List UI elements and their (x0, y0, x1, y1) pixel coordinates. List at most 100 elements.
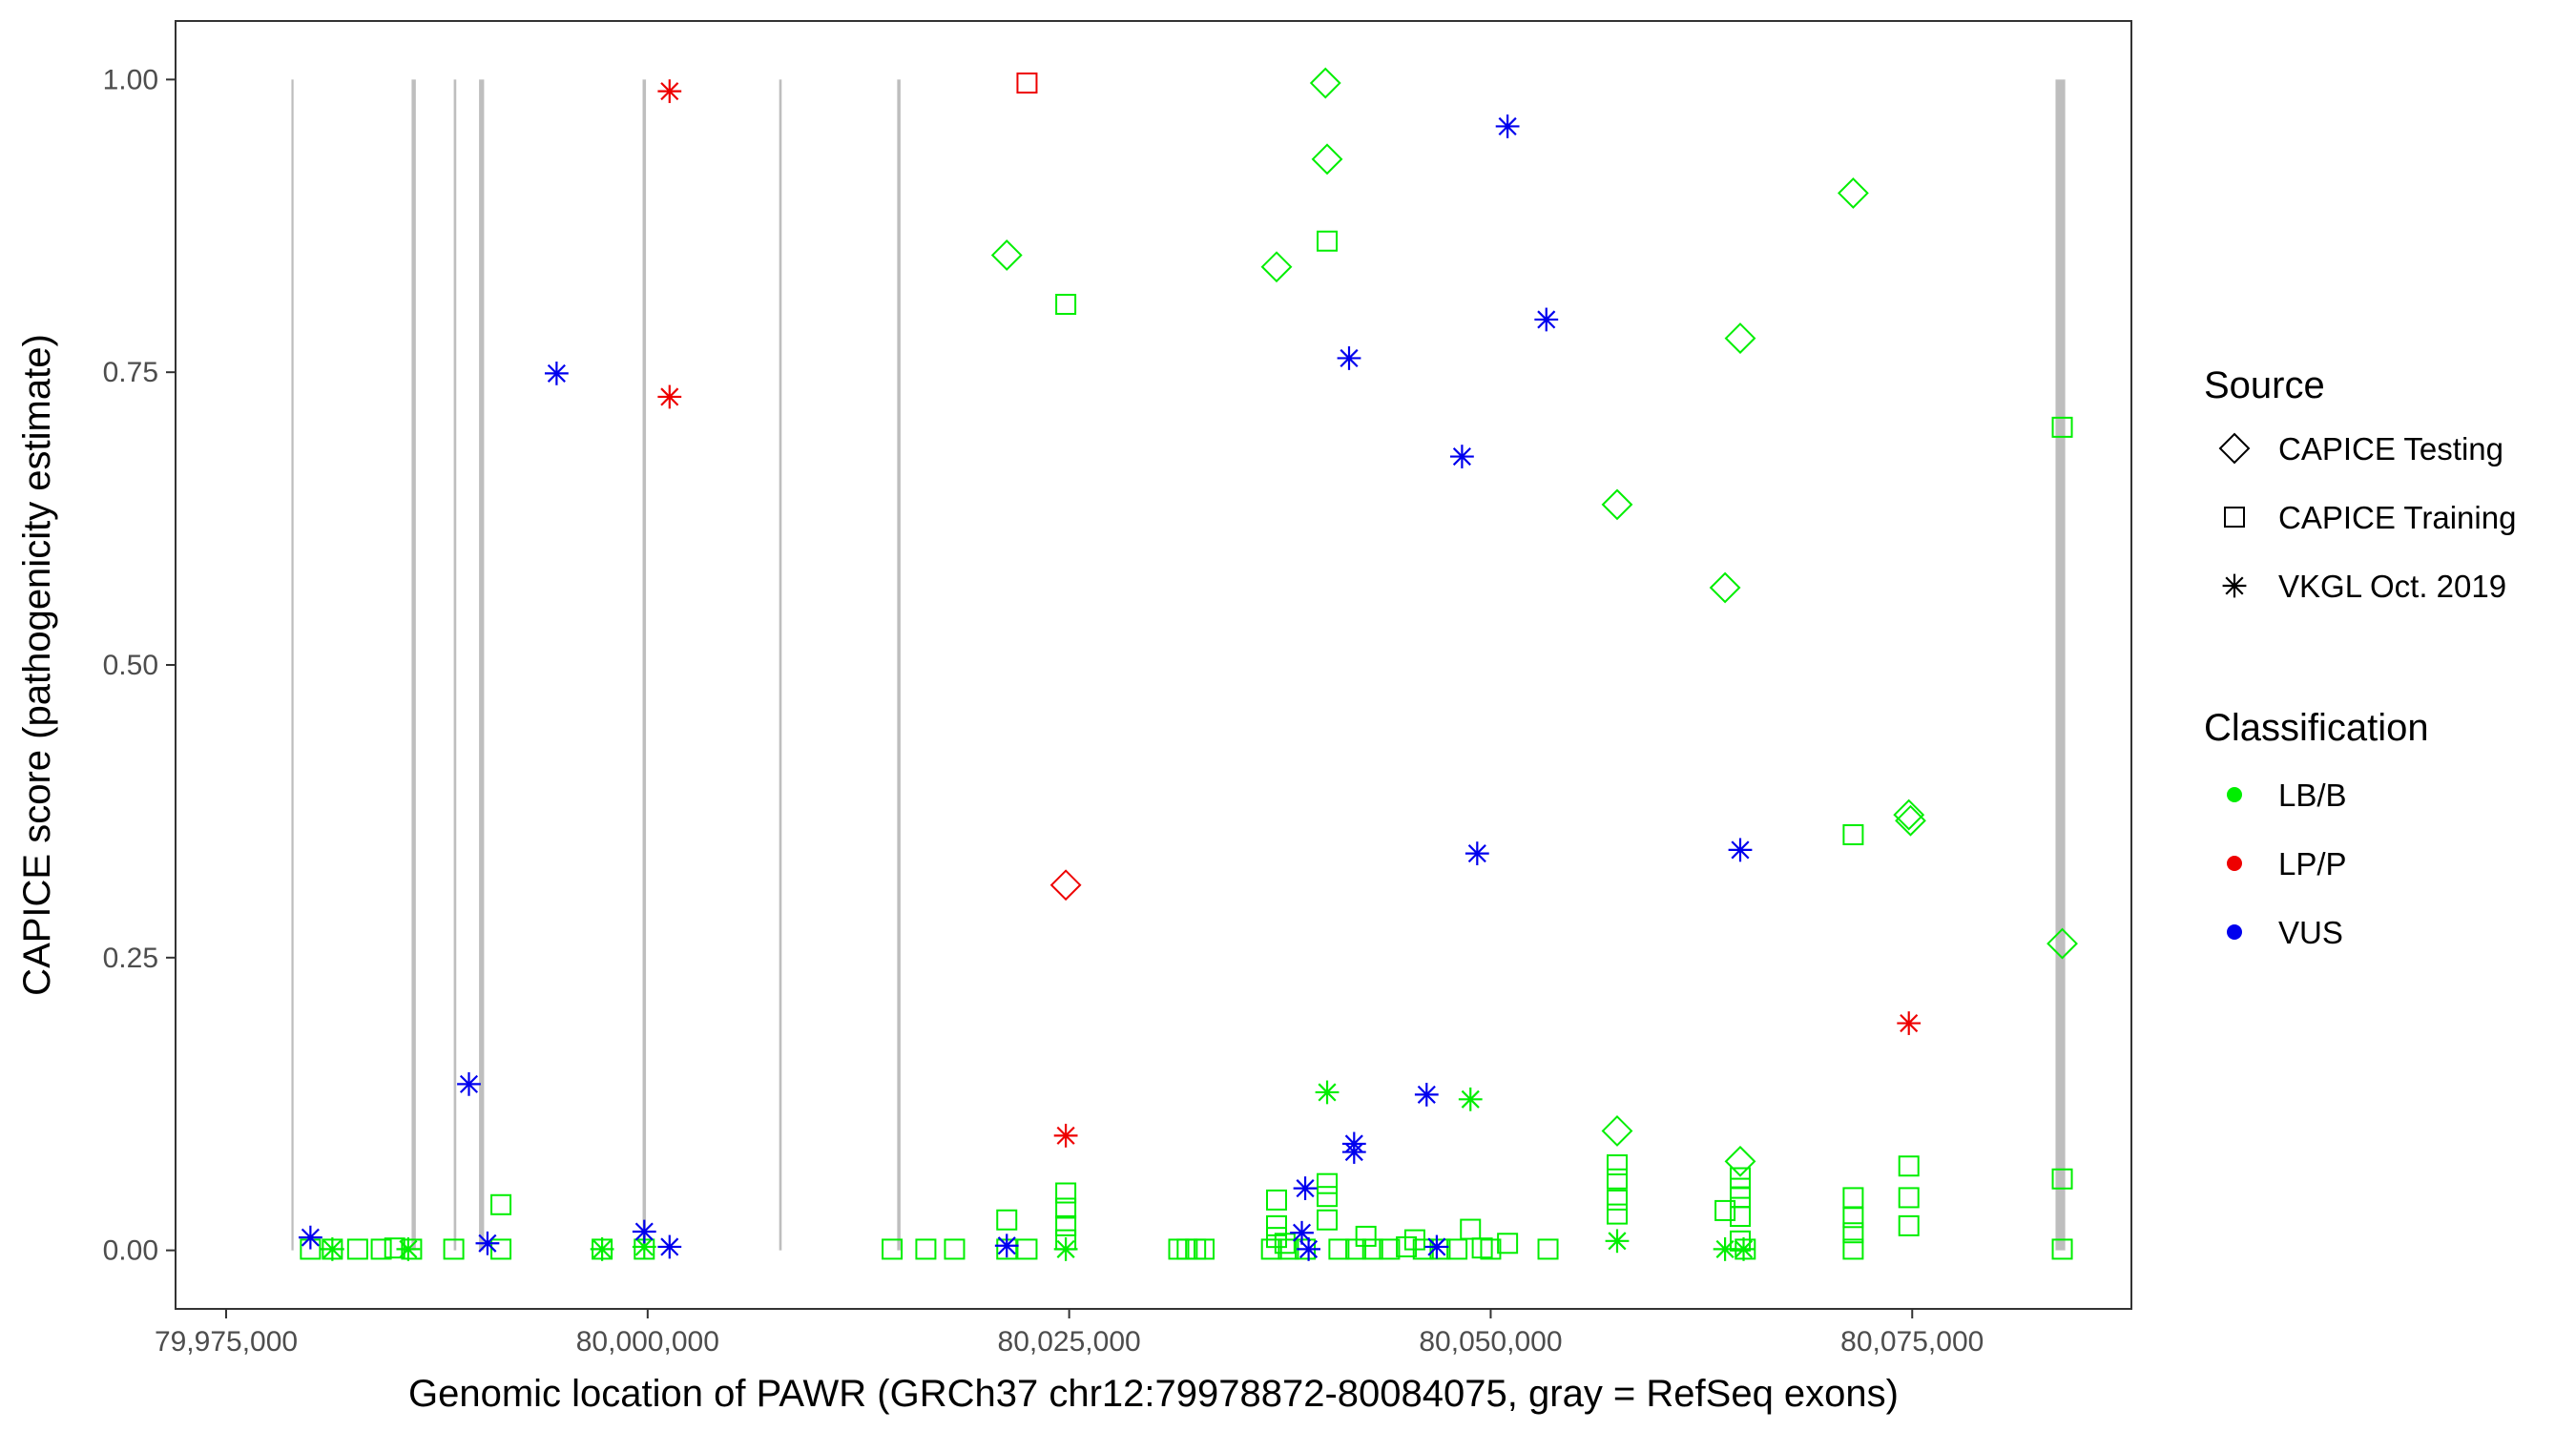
data-point-diamond (1837, 176, 1869, 209)
data-point-asterisk (1424, 1234, 1449, 1259)
data-point-square (1842, 1222, 1864, 1244)
data-point-square (370, 1238, 392, 1260)
y-tick-label: 0.50 (103, 650, 158, 681)
data-point-square (1055, 1214, 1077, 1236)
exon-band (291, 79, 294, 1251)
data-point-square (1606, 1189, 1628, 1211)
data-point-asterisk (544, 362, 569, 385)
data-point-square (1898, 1214, 1920, 1236)
data-point-square (1317, 1186, 1339, 1208)
data-point-square (1471, 1237, 1493, 1259)
data-point-square (1537, 1238, 1559, 1260)
data-point-square (1606, 1154, 1628, 1176)
data-point-square (1429, 1238, 1451, 1260)
data-point-square (1606, 1168, 1628, 1190)
data-point-asterisk (1414, 1083, 1439, 1107)
data-point-asterisk (657, 79, 682, 104)
legend-label: CAPICE Training (2278, 500, 2516, 535)
data-point-diamond (1724, 1145, 1756, 1177)
data-point-asterisk (1341, 1140, 1366, 1164)
data-point-diamond (1709, 571, 1741, 604)
data-point-square (1842, 823, 1864, 845)
data-point-asterisk (994, 1234, 1019, 1258)
data-point-diamond (1311, 143, 1343, 176)
data-point-square (490, 1193, 512, 1215)
x-tick-label: 80,050,000 (1419, 1326, 1562, 1358)
data-point-square (2051, 1238, 2073, 1260)
legend-key-dot (2227, 924, 2242, 940)
data-point-square (1328, 1238, 1350, 1260)
data-point-asterisk (1450, 445, 1474, 468)
data-point-asterisk (1297, 1237, 1320, 1261)
data-point-square (490, 1238, 512, 1260)
exon-band (897, 79, 901, 1251)
data-point-square (1016, 1238, 1038, 1260)
data-point-asterisk (1290, 1220, 1314, 1245)
x-tick-label: 80,000,000 (576, 1326, 719, 1358)
data-point-square (882, 1238, 904, 1260)
legend: Source CAPICE Testing CAPICE Training VKGL … (2204, 364, 2516, 950)
y-tick-label: 1.00 (103, 64, 158, 95)
data-point-square (915, 1238, 937, 1260)
data-point-diamond (990, 239, 1023, 271)
exon-band (2055, 79, 2066, 1251)
data-point-square (443, 1238, 465, 1260)
data-point-square (1730, 1230, 1751, 1252)
exon-band (479, 79, 485, 1251)
x-tick-label: 80,075,000 (1840, 1326, 1984, 1358)
data-point-square (1396, 1235, 1418, 1257)
data-point-square (1379, 1238, 1401, 1260)
data-point-asterisk (657, 1234, 682, 1259)
exon-band (779, 79, 782, 1251)
data-point-square (1361, 1238, 1383, 1260)
legend-title-source: Source (2204, 364, 2325, 406)
data-point-square (996, 1209, 1018, 1231)
data-point-square (1898, 1155, 1920, 1177)
data-point-diamond (2046, 927, 2078, 960)
x-tick-label: 79,975,000 (155, 1326, 298, 1358)
data-point-asterisk (1465, 841, 1489, 865)
data-point-asterisk (657, 384, 682, 409)
data-point-square (1480, 1238, 1502, 1260)
data-point-square (1355, 1225, 1377, 1247)
data-point-square (2051, 1168, 2073, 1190)
legend-label: LB/B (2278, 778, 2347, 813)
data-point-square (1446, 1238, 1468, 1260)
data-point-square (1274, 1233, 1296, 1255)
legend-key-diamond (2218, 432, 2251, 465)
data-point-square (1317, 230, 1339, 252)
legend-key-square (2224, 507, 2245, 528)
data-point-square (1730, 1206, 1751, 1228)
data-point-square (1497, 1233, 1519, 1255)
data-point-asterisk (632, 1219, 656, 1244)
legend-label: CAPICE Testing (2278, 431, 2503, 467)
data-point-diamond (1260, 251, 1293, 283)
y-tick-label: 0.75 (103, 357, 158, 388)
data-point-square (1842, 1207, 1864, 1229)
data-point-asterisk (632, 1234, 656, 1259)
data-point-square (1266, 1214, 1288, 1236)
data-point-asterisk (1337, 346, 1361, 370)
data-point-square (1260, 1238, 1282, 1260)
data-point-asterisk (457, 1071, 481, 1096)
legend-title-classification: Classification (2204, 707, 2429, 749)
x-tick-label: 80,025,000 (998, 1326, 1141, 1358)
data-point-square (944, 1238, 966, 1260)
data-points (298, 67, 2078, 1261)
data-point-diamond (1309, 67, 1341, 99)
data-point-asterisk (396, 1237, 421, 1261)
data-point-asterisk (1534, 307, 1559, 332)
legend-label: LP/P (2278, 846, 2347, 881)
data-point-asterisk (1732, 1237, 1755, 1261)
y-tick-label: 0.25 (103, 943, 158, 974)
data-point-square (2051, 416, 2073, 438)
data-point-square (1266, 1189, 1288, 1211)
data-point-asterisk (1605, 1229, 1630, 1254)
data-point-square (1460, 1218, 1482, 1240)
x-axis-title: Genomic location of PAWR (GRCh37 chr12:7… (408, 1373, 1899, 1415)
data-point-square (1412, 1238, 1434, 1260)
data-point-square (1842, 1238, 1864, 1260)
legend-label: VUS (2278, 915, 2343, 950)
data-point-asterisk (475, 1231, 500, 1255)
